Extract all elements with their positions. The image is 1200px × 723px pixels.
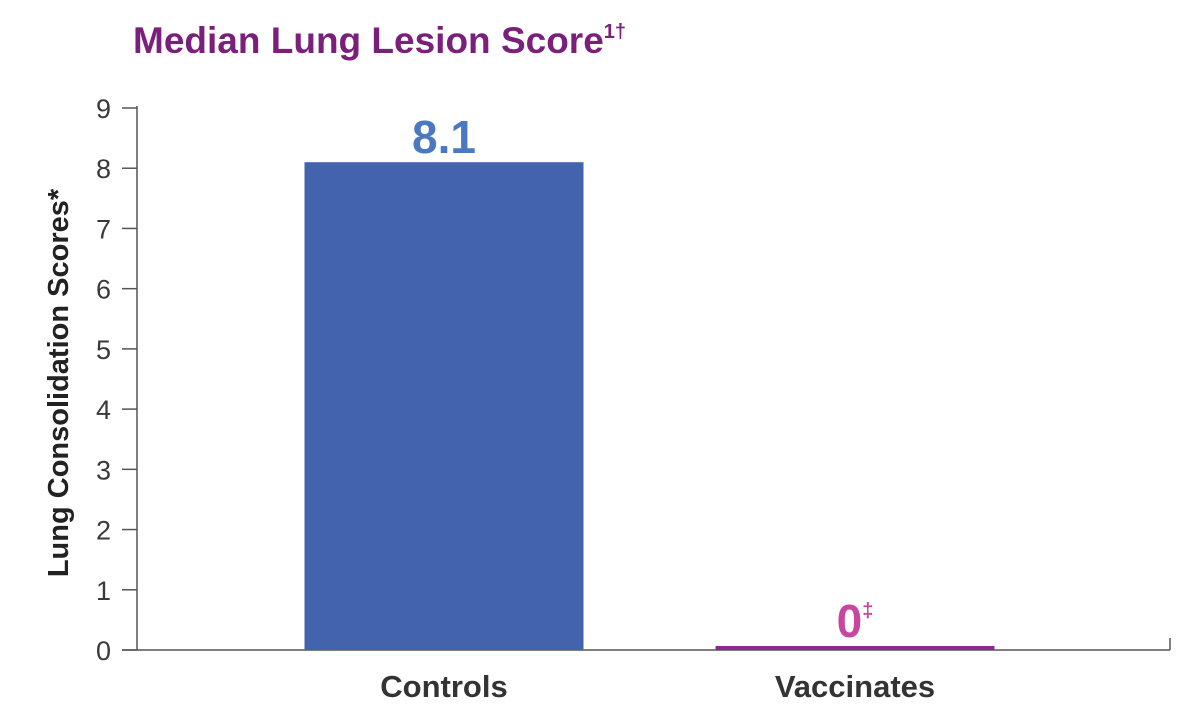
y-tick-label: 3 — [96, 455, 111, 485]
y-tick-label: 0 — [96, 636, 111, 666]
category-label-vaccinates: Vaccinates — [775, 669, 935, 704]
bar-controls — [304, 162, 584, 650]
data-labels-group: 8.1 0‡ — [412, 111, 873, 647]
y-tick-label: 8 — [96, 154, 111, 184]
y-tick-label: 6 — [96, 275, 111, 305]
data-label-value: 8.1 — [412, 111, 476, 163]
chart-title-main: Median Lung Lesion Score — [133, 20, 604, 61]
chart-title-superscript: 1† — [604, 21, 626, 43]
y-axis-label: Lung Consolidation Scores* — [43, 188, 75, 577]
data-label-vaccinates: 0‡ — [837, 595, 874, 647]
bar-vaccinates — [715, 646, 995, 650]
category-labels-group: Controls Vaccinates — [380, 669, 935, 704]
y-tick-label: 1 — [96, 576, 111, 606]
y-tick-label: 5 — [96, 335, 111, 365]
data-label-value: 0 — [837, 595, 863, 647]
data-label-footnote-mark: ‡ — [862, 600, 873, 622]
y-tick-label: 7 — [96, 214, 111, 244]
y-axis-ticks: 0 1 2 3 4 5 6 7 8 9 — [96, 94, 137, 666]
chart-title: Median Lung Lesion Score1† — [133, 20, 626, 61]
y-tick-label: 4 — [96, 395, 111, 425]
bars-group — [304, 162, 995, 650]
y-tick-label: 9 — [96, 94, 111, 124]
data-label-controls: 8.1 — [412, 111, 476, 163]
category-label-controls: Controls — [380, 669, 507, 704]
y-tick-label: 2 — [96, 516, 111, 546]
